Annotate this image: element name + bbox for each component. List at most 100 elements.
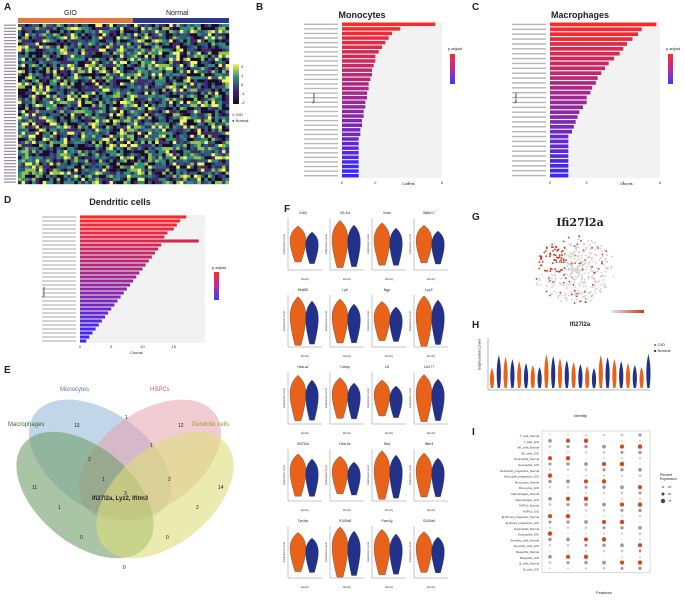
heatmap-cell — [28, 33, 33, 37]
heatmap-cell — [25, 97, 29, 102]
heatmap-cell — [158, 36, 163, 40]
heatmap-cell — [56, 64, 61, 68]
venn-label-dendritic: Dendritic cells — [192, 422, 230, 428]
heatmap-cell — [179, 137, 184, 142]
heatmap-cell — [60, 24, 64, 28]
term-label-stub — [304, 119, 338, 122]
umap-point — [594, 248, 597, 251]
heatmap-cell — [18, 88, 22, 92]
heatmap-cell — [32, 134, 36, 139]
heatmap-cell — [49, 177, 54, 182]
heatmap-cell — [70, 177, 75, 182]
heatmap-cell — [169, 54, 173, 59]
heatmap-cell — [193, 82, 198, 86]
x-tick-label: 2 — [586, 180, 589, 185]
row-label: B_cells_Normal — [519, 562, 539, 566]
heatmap-cell — [193, 48, 198, 52]
heatmap-cell — [109, 171, 114, 175]
heatmap-cell — [39, 147, 43, 151]
heatmap-cell — [53, 150, 57, 154]
heatmap-cell — [221, 88, 226, 92]
heatmap-cell — [183, 122, 187, 126]
heatmap-cell — [88, 165, 93, 169]
gene-label-stub — [4, 101, 16, 103]
heatmap-cell — [137, 107, 142, 111]
heatmap-cell — [137, 100, 142, 105]
heatmap-cell — [179, 76, 184, 80]
heatmap-cell — [134, 85, 138, 89]
heatmap-cell — [105, 51, 110, 55]
heatmap-cell — [127, 33, 131, 37]
heatmap-cell — [176, 177, 180, 182]
heatmap-cell — [197, 128, 202, 132]
heatmap-cell — [77, 67, 82, 71]
row-label: Monocytes_GIO — [519, 486, 540, 490]
heatmap-cell — [32, 82, 36, 86]
heatmap-cell — [46, 45, 50, 49]
heatmap-cell — [183, 128, 187, 132]
heatmap-cell — [155, 91, 159, 95]
heatmap-cell — [176, 159, 180, 163]
heatmap-cell — [158, 88, 163, 92]
heatmap-cell — [109, 57, 114, 62]
heatmap-cell — [183, 140, 187, 145]
heatmap-cell — [109, 104, 114, 108]
heatmap-cell — [137, 27, 142, 31]
y-axis-title: Expression Level — [324, 311, 328, 331]
heatmap-cell — [225, 144, 230, 148]
panel-d-title: Dendritic cells — [89, 197, 151, 207]
dot — [583, 496, 589, 502]
heatmap-cell — [193, 91, 198, 95]
heatmap-cell — [95, 85, 100, 89]
heatmap-cell — [60, 48, 64, 52]
heatmap-cell — [197, 51, 202, 55]
heatmap-cell — [46, 82, 50, 86]
heatmap-cell — [148, 168, 152, 172]
heatmap-cell — [28, 79, 33, 83]
heatmap-cell — [144, 91, 149, 95]
gene-label-stub — [4, 113, 16, 116]
heatmap-cell — [88, 107, 93, 111]
heatmap-cell — [98, 48, 103, 52]
heatmap-cell — [112, 73, 117, 77]
heatmap-cell — [74, 107, 78, 111]
umap-point — [557, 270, 560, 273]
heatmap-cell — [214, 48, 219, 52]
heatmap-cell — [56, 24, 61, 28]
heatmap-cell — [193, 30, 198, 34]
heatmap-cell — [109, 36, 114, 40]
heatmap-cell — [32, 42, 36, 46]
heatmap-cell — [155, 64, 159, 68]
heatmap-cell — [102, 147, 107, 151]
heatmap-cell — [183, 162, 187, 166]
venn-label-hspcs: HSPCs — [150, 387, 170, 393]
heatmap-cell — [42, 113, 47, 117]
heatmap-cell — [53, 113, 57, 117]
heatmap-cell — [225, 54, 230, 59]
panel-d-legend-bar — [214, 272, 219, 300]
heatmap-cell — [155, 147, 159, 151]
heatmap-cell — [74, 100, 78, 105]
heatmap-cell — [102, 60, 107, 65]
heatmap-cell — [137, 73, 142, 77]
term-label-stub — [512, 43, 546, 45]
heatmap-cell — [130, 131, 135, 135]
heatmap-cell — [207, 119, 212, 123]
heatmap-cell — [162, 94, 166, 99]
heatmap-cell — [218, 76, 223, 80]
heatmap-cell — [169, 113, 173, 117]
heatmap-cell — [218, 100, 223, 105]
dot — [566, 561, 570, 565]
heatmap-cell — [130, 104, 135, 108]
term-label-stub — [512, 48, 546, 50]
dot — [567, 434, 569, 436]
heatmap-cell — [141, 60, 145, 65]
heatmap-cell — [179, 131, 184, 135]
umap-point — [558, 294, 560, 297]
bar — [80, 287, 127, 291]
heatmap-cell — [28, 119, 33, 123]
heatmap-cell — [183, 134, 187, 139]
heatmap-cell — [32, 174, 36, 179]
heatmap-cell — [112, 113, 117, 117]
heatmap-cell — [207, 70, 212, 74]
